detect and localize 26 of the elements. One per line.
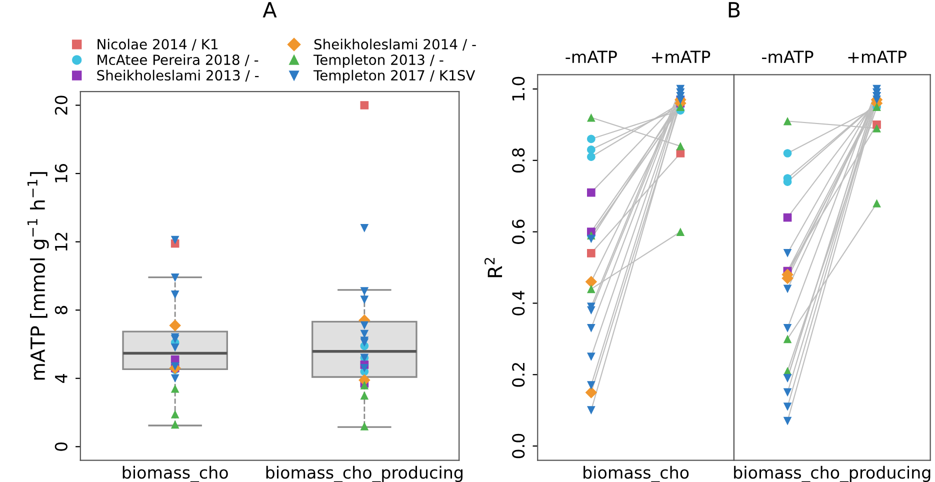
y-tick-label: 0.4 xyxy=(512,290,525,316)
y-tick-label: 0 xyxy=(54,442,68,451)
y-tick-label: 16 xyxy=(54,164,68,182)
chart-title: A xyxy=(262,2,277,18)
y-tick-label: 0.0 xyxy=(512,434,525,458)
y-tick-label: 0.2 xyxy=(512,363,525,387)
x-tick-label: +mATP xyxy=(652,50,710,63)
legend-label: McAtee Pereira 2018 / - xyxy=(98,54,258,66)
x-tick-label: +mATP xyxy=(848,50,906,63)
y-tick-label: 8 xyxy=(54,306,68,314)
legend-label: Templeton 2013 / - xyxy=(313,54,444,68)
legend-label: Nicolae 2014 / K1 xyxy=(98,38,218,51)
y-tick-label: 1.0 xyxy=(512,76,525,100)
legend-label: Sheikholeslami 2013 / - xyxy=(97,70,259,82)
legend-label: Sheikholeslami 2014 / - xyxy=(314,38,476,51)
y-axis-title: R$^{2}$ xyxy=(484,258,502,278)
y-tick-label: 20 xyxy=(54,96,68,115)
y-tick-label: 0.8 xyxy=(512,148,525,173)
y-axis-title: mATP [mmol g$^{−1}$ h$^{−1}$] xyxy=(27,172,49,380)
chart-title: B xyxy=(728,2,740,18)
x-tick-label: -mATP xyxy=(762,50,814,63)
y-tick-label: 0.6 xyxy=(512,220,525,244)
x-tick-label: -mATP xyxy=(566,50,617,63)
legend-label: Templeton 2017 / K1SV xyxy=(313,70,476,84)
y-tick-label: 4 xyxy=(55,374,68,383)
y-tick-label: 12 xyxy=(54,232,68,251)
